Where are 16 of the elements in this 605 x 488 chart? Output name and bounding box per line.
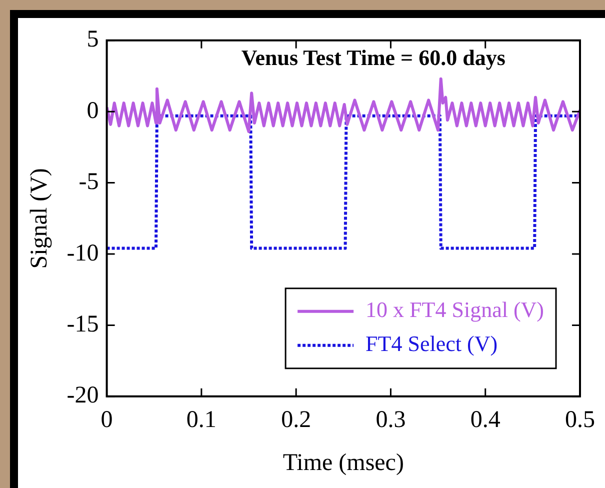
y-tick-label: -10	[66, 240, 99, 266]
y-tick-label: 5	[86, 26, 99, 53]
y-tick-label: -15	[66, 311, 99, 338]
y-axis-title: Signal (V)	[26, 168, 53, 269]
x-tick-label: 0.2	[281, 407, 312, 434]
y-tick-label: -20	[66, 382, 99, 409]
x-tick-label: 0.4	[470, 407, 500, 434]
legend-label: FT4 Select (V)	[366, 331, 498, 356]
legend-label: 10 x FT4 Signal (V)	[366, 297, 544, 322]
chart-title: Venus Test Time = 60.0 days	[241, 45, 506, 70]
y-tick-label: 0	[86, 98, 99, 124]
x-tick-label: 0.1	[186, 407, 216, 434]
x-tick-label: 0.3	[376, 407, 406, 434]
x-axis-title: Time (msec)	[282, 450, 404, 476]
x-tick-label: 0.5	[565, 407, 595, 434]
y-tick-label: -5	[78, 169, 99, 196]
